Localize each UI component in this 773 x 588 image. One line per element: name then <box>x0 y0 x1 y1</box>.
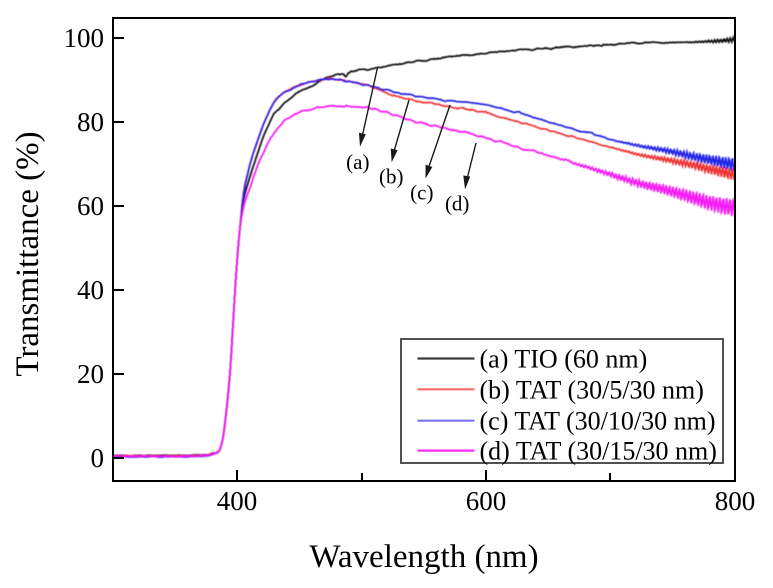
svg-text:(d): (d) <box>445 191 470 215</box>
svg-text:(c) TAT (30/10/30 nm): (c) TAT (30/10/30 nm) <box>480 407 716 436</box>
svg-text:800: 800 <box>715 486 756 516</box>
svg-text:100: 100 <box>64 23 105 53</box>
svg-text:600: 600 <box>466 486 507 516</box>
svg-text:20: 20 <box>77 359 104 389</box>
svg-text:(b) TAT (30/5/30 nm): (b) TAT (30/5/30 nm) <box>480 375 704 404</box>
svg-text:60: 60 <box>77 191 104 221</box>
svg-text:Transmittance (%): Transmittance (%) <box>10 131 46 376</box>
svg-text:400: 400 <box>217 486 258 516</box>
svg-text:Wavelength (nm): Wavelength (nm) <box>309 539 538 575</box>
svg-text:(a) TIO (60 nm): (a) TIO (60 nm) <box>480 345 648 374</box>
svg-text:80: 80 <box>77 107 104 137</box>
svg-text:40: 40 <box>77 275 104 305</box>
svg-text:(d) TAT (30/15/30 nm): (d) TAT (30/15/30 nm) <box>480 437 717 466</box>
svg-text:0: 0 <box>91 443 105 473</box>
svg-text:(c): (c) <box>410 180 433 204</box>
svg-text:(b): (b) <box>379 165 404 189</box>
svg-text:(a): (a) <box>346 150 369 174</box>
